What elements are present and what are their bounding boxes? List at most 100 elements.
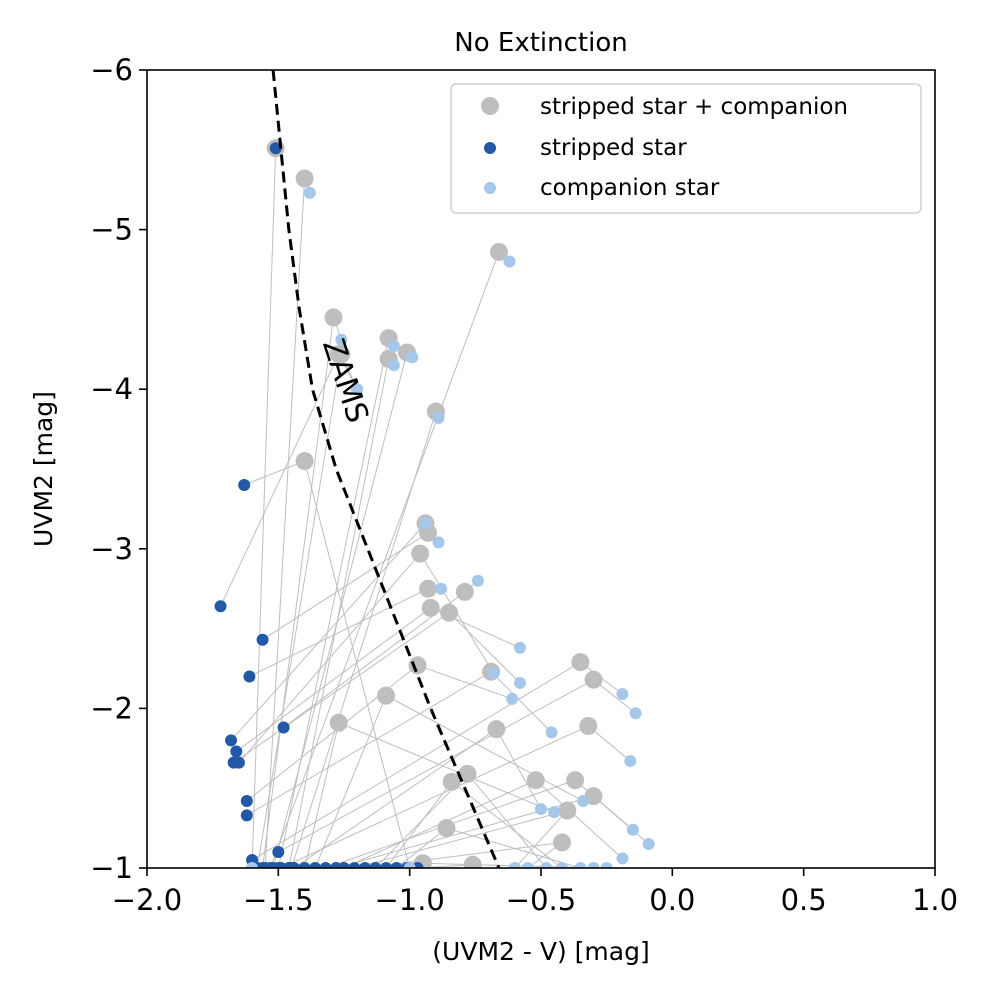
- legend: stripped star + companion stripped star …: [450, 83, 922, 214]
- companion-point-15: [513, 641, 526, 654]
- companion-point-16: [513, 676, 526, 689]
- companion-point-5: [387, 340, 400, 353]
- y-axis-label: UVM2 [mag]: [29, 391, 58, 547]
- stripped-point-22: [274, 862, 287, 868]
- combined-point-15: [421, 598, 440, 617]
- legend-box: [450, 83, 922, 214]
- combined-point-9: [295, 452, 314, 471]
- combined-point-33: [437, 819, 456, 838]
- legend-label-stripped: stripped star: [540, 135, 687, 161]
- x-tick-label-3: −0.5: [506, 883, 576, 917]
- stripped-point-13: [277, 721, 290, 734]
- y-tick-label-3: −4: [90, 372, 133, 406]
- companion-point-6: [406, 351, 419, 364]
- companion-point-0: [246, 862, 259, 868]
- stripped-point-33: [390, 862, 403, 868]
- combined-point-27: [584, 787, 603, 806]
- companion-point-28: [616, 852, 629, 865]
- stripped-point-31: [369, 862, 382, 868]
- stripped-point-24: [298, 862, 311, 868]
- combined-point-35: [463, 855, 482, 868]
- combined-point-30: [553, 833, 572, 852]
- stripped-point-26: [319, 862, 332, 868]
- companion-point-26: [626, 823, 639, 836]
- x-tick-label-1: −1.5: [243, 883, 313, 917]
- companion-point-27: [642, 838, 655, 851]
- companion-point-23: [535, 802, 547, 815]
- stripped-point-11: [256, 633, 269, 646]
- companion-point-11: [432, 536, 445, 549]
- companion-point-12: [435, 582, 448, 595]
- companion-point-3: [335, 333, 348, 346]
- companion-point-24: [548, 806, 561, 819]
- stripped-point-15: [230, 745, 243, 758]
- y-tick-label-4: −5: [90, 213, 133, 247]
- companion-point-8: [432, 411, 445, 424]
- companion-point-33: [574, 862, 587, 868]
- companion-point-18: [506, 692, 519, 705]
- combined-point-32: [442, 772, 461, 791]
- stripped-point-10: [214, 600, 227, 613]
- companion-point-10: [351, 383, 364, 396]
- combined-point-22: [579, 716, 598, 735]
- y-tick-label-0: −1: [90, 851, 133, 885]
- combined-point-2: [489, 242, 508, 261]
- combined-point-13: [455, 582, 474, 601]
- companion-point-1: [303, 186, 316, 199]
- companion-point-2: [503, 255, 516, 268]
- companion-point-35: [600, 862, 613, 868]
- x-tick-label-4: 0.0: [649, 883, 695, 917]
- combined-point-10: [329, 345, 348, 364]
- link-line-0: [251, 148, 277, 868]
- combined-point-31: [458, 764, 477, 783]
- combined-point-20: [571, 653, 590, 672]
- companion-point-14: [419, 517, 432, 530]
- legend-marker-combined: [481, 97, 499, 115]
- companion-point-17: [487, 667, 500, 680]
- y-axis: −1 −2 −3 −4 −5 −6: [90, 53, 147, 885]
- stripped-point-17: [232, 756, 245, 769]
- companion-point-7: [387, 359, 400, 372]
- companion-point-19: [545, 726, 558, 739]
- x-tick-label-0: −2.0: [112, 883, 182, 917]
- stripped-point-14: [225, 734, 238, 747]
- companion-point-32: [556, 862, 569, 868]
- chart-title: No Extinction: [454, 28, 627, 58]
- x-tick-label-6: 1.0: [912, 883, 958, 917]
- combined-point-12: [419, 579, 438, 598]
- companion-point-34: [587, 862, 600, 868]
- stripped-point-28: [338, 862, 350, 868]
- combined-point-1: [295, 169, 314, 188]
- stripped-point-9: [238, 478, 251, 491]
- companion-point-31: [540, 862, 553, 868]
- y-tick-label-1: −2: [90, 691, 133, 725]
- companion-point-30: [521, 862, 534, 868]
- stripped-point-21: [272, 846, 285, 859]
- y-tick-label-2: −3: [90, 532, 133, 566]
- combined-point-21: [584, 670, 603, 689]
- x-axis: −2.0 −1.5 −1.0 −0.5 0.0 0.5 1.0: [112, 868, 958, 917]
- stripped-point-19: [240, 809, 253, 822]
- scatter-points: [214, 139, 655, 868]
- combined-point-28: [526, 771, 545, 790]
- x-tick-label-5: 0.5: [781, 883, 827, 917]
- stripped-point-18: [240, 794, 253, 807]
- legend-marker-stripped: [484, 142, 496, 154]
- link-line-14: [230, 522, 426, 741]
- stripped-point-25: [309, 862, 322, 868]
- companion-point-21: [629, 707, 642, 720]
- combined-point-26: [566, 771, 585, 790]
- companion-point-13: [471, 574, 484, 587]
- x-tick-label-2: −1.0: [374, 883, 444, 917]
- stripped-point-23: [288, 862, 301, 868]
- combined-point-17: [411, 544, 430, 563]
- combined-point-3: [324, 308, 343, 327]
- y-tick-label-5: −6: [90, 53, 133, 87]
- companion-point-25: [577, 794, 590, 807]
- stripped-point-30: [359, 862, 372, 868]
- combined-point-16: [440, 603, 459, 622]
- stripped-point-29: [348, 862, 361, 868]
- stripped-point-0: [269, 142, 282, 155]
- stripped-point-32: [380, 862, 393, 868]
